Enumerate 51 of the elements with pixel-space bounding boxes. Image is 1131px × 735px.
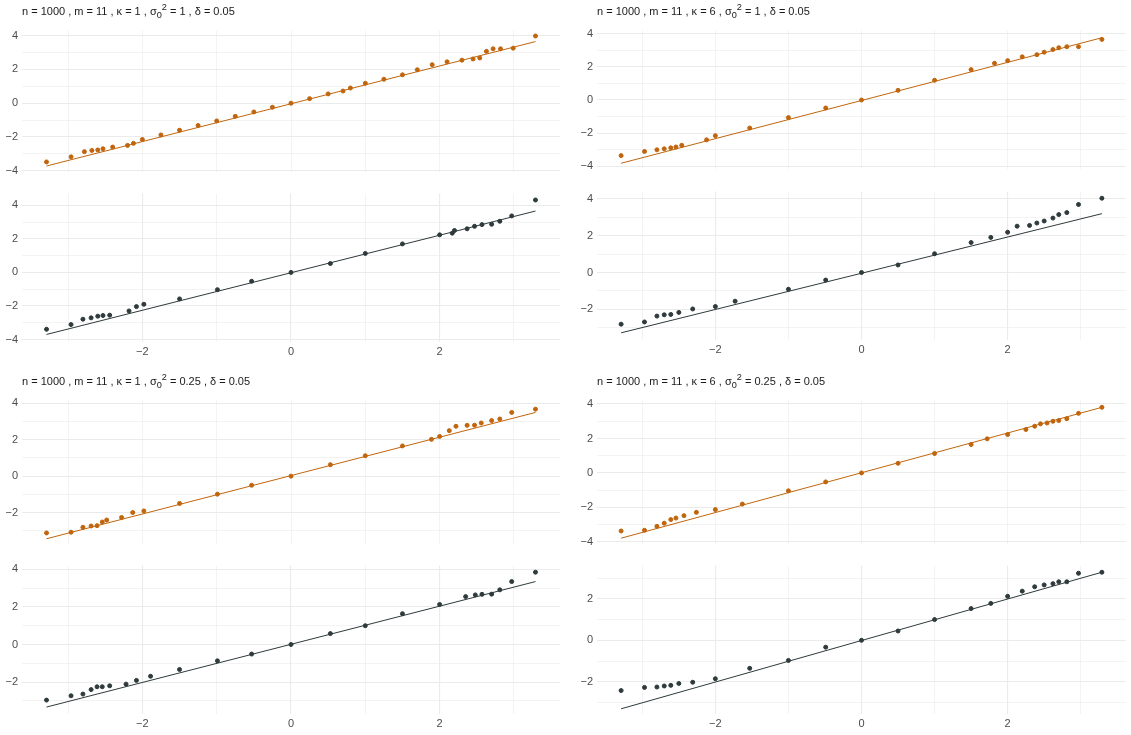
y-tick-label: 0 — [586, 93, 593, 106]
y-tick-label: 2 — [586, 228, 593, 241]
y-tick-label: 2 — [586, 59, 593, 72]
x-tick-label: 0 — [287, 716, 295, 729]
x-tick-label: −2 — [709, 716, 722, 729]
y-tick-label: −2 — [5, 675, 18, 688]
x-tick-label: 0 — [858, 342, 865, 355]
y-tick-label: 4 — [11, 198, 18, 211]
y-tick-label: −2 — [580, 500, 593, 513]
y-tick-label: −2 — [580, 126, 593, 139]
y-tick-label: −4 — [580, 159, 593, 172]
y-tick-label: −4 — [5, 332, 18, 345]
y-tick-label: −4 — [5, 163, 18, 176]
y-tick-label: −2 — [580, 674, 593, 687]
y-tick-label: −2 — [580, 302, 593, 315]
x-tick-label: 2 — [1004, 716, 1011, 729]
y-tick-label: 2 — [11, 62, 18, 75]
y-tick-label: 4 — [11, 396, 18, 409]
x-tick-label: −2 — [709, 342, 722, 355]
y-tick-label: 0 — [586, 265, 593, 278]
x-tick-label: 2 — [436, 344, 443, 357]
x-tick-label: −2 — [136, 344, 149, 357]
chart-title: n = 1000 , m = 11 , κ = 6 , σ$_{0}$$^{2}$ = 1 , δ = 0.05 — [597, 2, 810, 20]
y-tick-label: 4 — [586, 26, 593, 39]
y-tick-label: 0 — [11, 96, 18, 109]
y-tick-label: 4 — [586, 397, 593, 410]
y-tick-label: −2 — [5, 129, 18, 142]
x-tick-label: 2 — [436, 716, 443, 729]
y-tick-label: 2 — [11, 231, 18, 244]
chart-title: n = 1000 , m = 11 , κ = 1 , σ$_{0}$$^{2}$ = 1 , δ = 0.05 — [22, 2, 235, 20]
x-tick-label: 0 — [287, 344, 295, 357]
x-tick-label: 2 — [1004, 342, 1011, 355]
y-tick-label: 0 — [11, 265, 18, 278]
y-tick-label: 0 — [11, 637, 18, 650]
y-tick-label: −2 — [5, 505, 18, 518]
x-tick-label: −2 — [136, 716, 149, 729]
chart-title: n = 1000 , m = 11 , κ = 1 , σ$_{0}$$^{2}$ = 0.25 , δ = 0.05 — [22, 372, 251, 390]
chart-title: n = 1000 , m = 11 , κ = 6 , σ$_{0}$$^{2}$ = 0.25 , δ = 0.05 — [597, 372, 826, 390]
y-tick-label: 2 — [586, 591, 593, 604]
y-tick-label: 2 — [11, 432, 18, 445]
y-tick-label: 2 — [586, 431, 593, 444]
y-tick-label: 4 — [586, 191, 593, 204]
y-tick-label: 0 — [11, 469, 18, 482]
y-tick-label: 4 — [11, 28, 18, 41]
x-tick-label: 0 — [858, 716, 865, 729]
y-tick-label: 4 — [11, 562, 18, 575]
y-tick-label: 0 — [586, 633, 593, 646]
y-tick-label: 2 — [11, 599, 18, 612]
y-tick-label: 0 — [586, 465, 593, 478]
y-tick-label: −4 — [580, 534, 593, 547]
y-tick-label: −2 — [5, 298, 18, 311]
